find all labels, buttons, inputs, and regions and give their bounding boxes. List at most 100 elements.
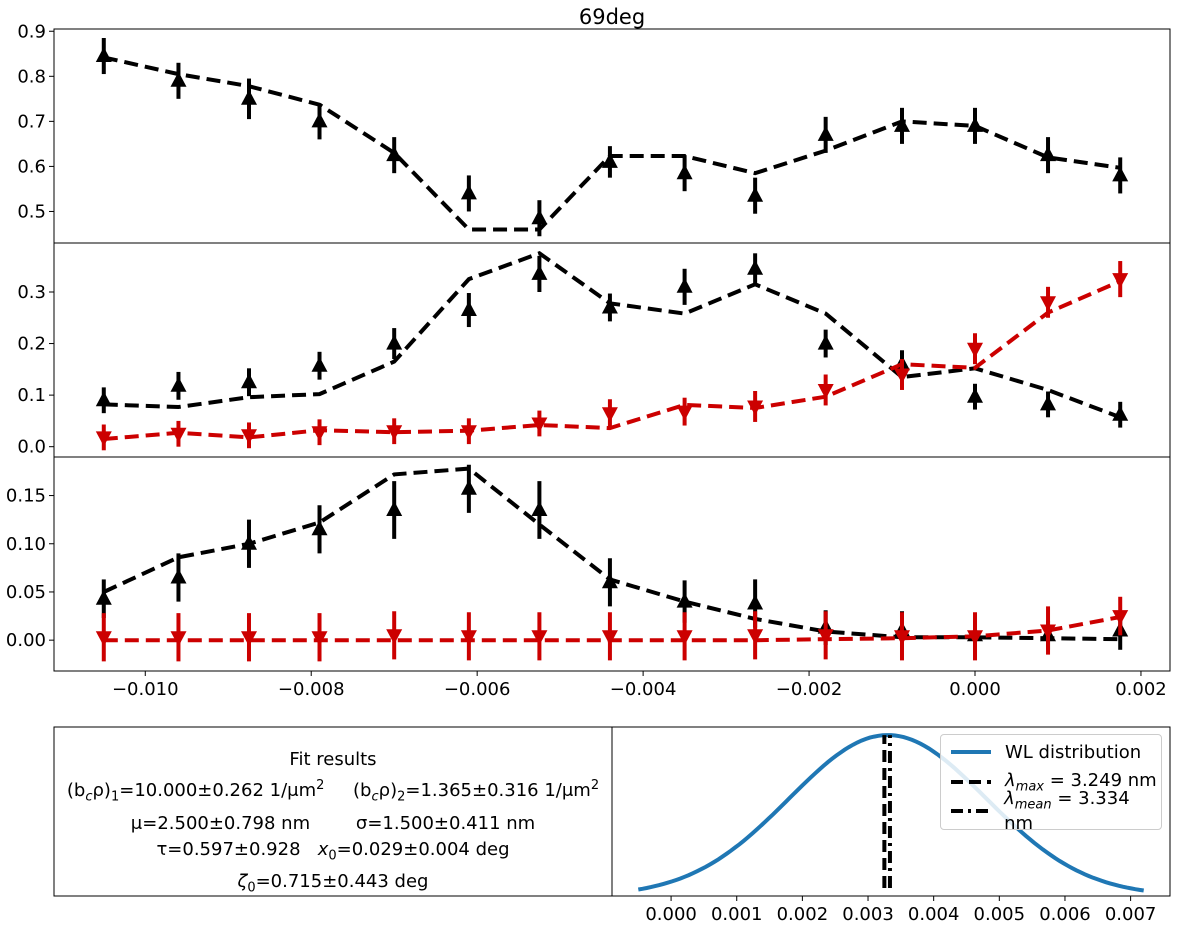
middle-data-point: [1040, 296, 1056, 312]
legend-item-wl: WL distribution: [949, 739, 1141, 765]
middle-data-point: [241, 373, 257, 389]
fit-tau: τ=0.597±0.928: [156, 838, 301, 860]
bottom-xtick-label: −0.010: [112, 679, 179, 700]
distribution-xtick-label: 0.000: [645, 904, 697, 925]
distribution-frame: [611, 726, 1171, 897]
legend-label-lambda-mean: λmean = 3.334 nm: [1004, 788, 1130, 834]
top-data-point: [311, 112, 328, 128]
fit-sigma: σ=1.500±0.411 nm: [355, 812, 536, 834]
top-ytick-label: 0.9: [17, 21, 46, 42]
middle-data-point: [601, 298, 618, 314]
middle-data-point: [747, 400, 764, 416]
legend-item-lambda-max: λmax = 3.249 nm: [949, 769, 1157, 795]
fit-results-line-3: τ=0.597±0.928 x0=0.029±0.004 deg: [54, 837, 612, 870]
middle-data-point: [531, 264, 548, 280]
bottom-data-point: [747, 629, 764, 645]
bottom-fit-line-0: [102, 466, 1121, 642]
top-data-point: [1040, 146, 1056, 162]
middle-ytick-label: 0.1: [17, 385, 46, 406]
bottom-ytick-label: 0.00: [6, 630, 46, 651]
legend-label-lambda-max: λmax = 3.249 nm: [1005, 769, 1157, 795]
bottom-data-point: [1040, 624, 1056, 640]
bottom-data-point: [531, 501, 548, 516]
bottom-frame: [53, 456, 1171, 672]
middle-data-point: [817, 334, 834, 350]
middle-data-point: [95, 431, 112, 447]
top-ytick-label: 0.7: [17, 111, 46, 132]
middle-data-point: [241, 429, 257, 445]
middle-data-point: [676, 405, 693, 421]
top-data-point: [1112, 166, 1129, 182]
bottom-data-point: [241, 534, 257, 550]
middle-data-point: [170, 376, 187, 392]
middle-data-point: [95, 391, 112, 407]
bottom-data-point: [241, 631, 257, 647]
middle-fit-line-0: [103, 251, 1121, 420]
bottom-xtick-label: −0.002: [776, 679, 843, 700]
top-data-point: [967, 116, 983, 132]
bottom-data-point: [1112, 610, 1129, 626]
bottom-data-point: [170, 568, 187, 584]
legend-label-wl: WL distribution: [1005, 741, 1142, 763]
bottom-xtick-label: −0.004: [610, 679, 677, 700]
middle-data-point: [386, 425, 403, 441]
distribution-xtick-label: 0.001: [711, 904, 763, 925]
middle-data-point: [601, 407, 618, 423]
fit-results-line-2: μ=2.500±0.798 nm σ=1.500±0.411 nm: [54, 811, 612, 837]
top-data-point: [894, 116, 910, 132]
middle-data-point: [311, 426, 328, 442]
middle-data-point: [460, 425, 477, 441]
middle-data-point: [460, 301, 477, 316]
panel-middle: 0.0 0.1 0.2 0.3: [17, 242, 1171, 458]
middle-data-point: [311, 356, 328, 372]
bottom-data-point: [386, 629, 403, 645]
bottom-ytick-label: 0.15: [6, 486, 46, 507]
distribution-legend: WL distribution λmax = 3.249 nm λmean = …: [940, 734, 1162, 834]
middle-data-point: [1040, 395, 1056, 411]
bottom-data-point: [95, 589, 112, 605]
bottom-data-point: [676, 630, 693, 646]
bottom-data-point: [311, 631, 328, 647]
bottom-data-point: [170, 631, 187, 647]
middle-data-point: [1112, 273, 1129, 289]
bottom-ytick-label: 0.05: [6, 582, 46, 603]
bottom-data-point: [747, 594, 764, 610]
middle-ytick-label: 0.0: [17, 437, 46, 458]
legend-item-lambda-mean: λmean = 3.334 nm: [949, 788, 1161, 834]
top-data-point: [460, 184, 477, 200]
middle-data-point: [386, 334, 403, 350]
middle-data-point: [531, 417, 548, 433]
distribution-xtick-label: 0.006: [1039, 904, 1091, 925]
panel-top: 0.5 0.6 0.7 0.8 0.9: [17, 21, 1171, 244]
bottom-data-point: [676, 592, 693, 608]
middle-data-point: [1112, 405, 1129, 421]
fit-mu: μ=2.500±0.798 nm: [130, 812, 311, 834]
panel-bottom: 0.00 0.05 0.10 0.15 −0.010 −0.008 −0.006 −0.004…: [6, 456, 1171, 700]
middle-data-point: [817, 384, 834, 399]
top-ytick-label: 0.6: [17, 156, 46, 177]
fit-results-title: Fit results: [289, 749, 377, 770]
bottom-ytick-label: 0.10: [6, 534, 46, 555]
distribution-xtick-label: 0.004: [908, 904, 960, 925]
top-data-point: [241, 89, 257, 105]
top-data-point: [170, 71, 187, 87]
bottom-xtick-label: −0.008: [278, 679, 345, 700]
top-ytick-label: 0.8: [17, 66, 46, 87]
bottom-data-point: [95, 631, 112, 647]
bottom-data-point: [601, 573, 618, 589]
top-data-point: [747, 186, 764, 202]
distribution-xtick-label: 0.002: [777, 904, 829, 925]
fit-bcrho1: (bcρ)1=10.000±0.262 1/μm2: [66, 778, 325, 805]
fit-results-text: Fit results (bcρ)1=10.000±0.262 1/μm2 (b…: [54, 747, 612, 902]
bottom-xtick-label: −0.006: [444, 679, 511, 700]
bottom-xtick-label: 0.000: [949, 679, 1001, 700]
top-data-point: [601, 152, 618, 168]
top-fit-line-0: [103, 55, 1121, 232]
top-data-point: [531, 209, 548, 225]
fit-bcrho2: (bcρ)2=1.365±0.316 1/μm2: [353, 778, 600, 805]
fit-results-line-1: (bcρ)1=10.000±0.262 1/μm2 (bcρ)2=1.365±0…: [54, 773, 612, 811]
middle-data-point: [747, 259, 764, 275]
fit-results-line-4: ζ0=0.715±0.443 deg: [54, 869, 612, 902]
middle-data-point: [676, 277, 693, 293]
